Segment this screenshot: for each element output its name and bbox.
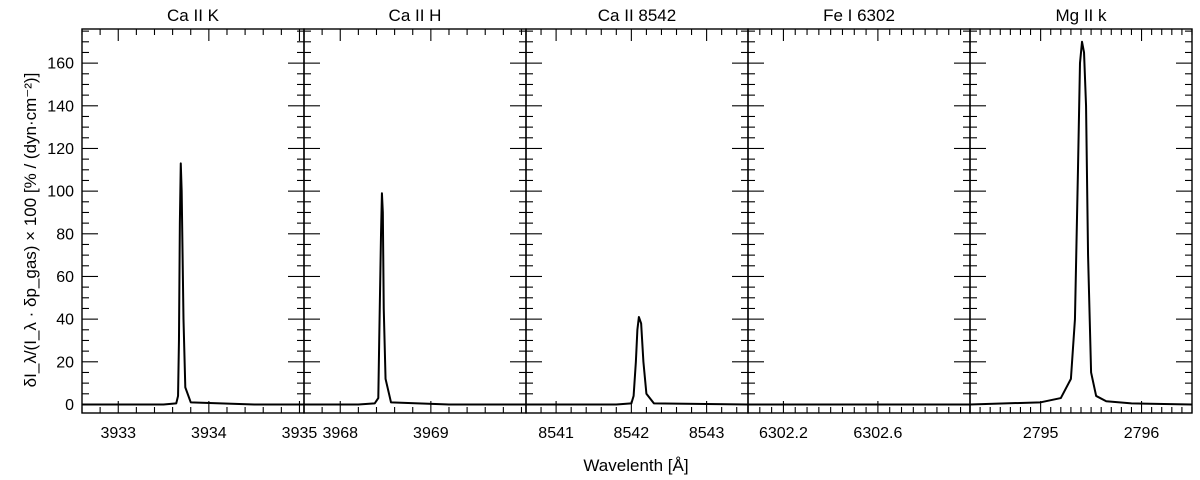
- x-tick-label: 8543: [689, 425, 725, 442]
- x-tick-label: 3934: [191, 425, 227, 442]
- y-tick-label: 20: [56, 354, 74, 371]
- series-line: [304, 192, 526, 406]
- panel-3: Fe I 6302 6302.2 6302.6: [747, 6, 971, 442]
- panel-4: Mg II k 2795 2796: [969, 6, 1193, 442]
- y-tick-label: 160: [47, 56, 74, 73]
- y-tick-label: 100: [47, 184, 74, 201]
- x-tick-label: 2796: [1124, 425, 1160, 442]
- y-tick-label: 40: [56, 312, 74, 329]
- x-tick-label: 8541: [538, 425, 574, 442]
- y-tick-label: 120: [47, 141, 74, 158]
- x-tick-label: 3933: [100, 425, 136, 442]
- x-tick-label: 6302.6: [853, 425, 902, 442]
- series-line: [82, 162, 304, 406]
- panel-frame: [81, 28, 305, 414]
- x-tick-label: 2795: [1023, 425, 1059, 442]
- x-axis-label: Wavelenth [Å]: [583, 456, 688, 475]
- panel-0: Ca II K 3933 3934 3935: [81, 6, 318, 442]
- panel-title: Ca II 8542: [598, 6, 676, 25]
- y-tick-label: 80: [56, 226, 74, 243]
- x-tick-label: 6302.2: [759, 425, 808, 442]
- panel-title: Mg II k: [1055, 6, 1107, 25]
- y-tick-label: 140: [47, 98, 74, 115]
- series-line: [526, 316, 748, 406]
- x-tick-label: 3935: [282, 425, 318, 442]
- panel-title: Ca II H: [389, 6, 442, 25]
- y-axis-label: δI_λ/(I_λ · δp_gas) × 100 [% / (dyn·cm⁻²…: [21, 73, 40, 388]
- panel-frame: [969, 28, 1193, 414]
- y-axis-tick-labels: 0 20 40 60 80 100 120 140 160: [47, 56, 74, 414]
- panel-frame: [303, 28, 527, 414]
- panel-title: Fe I 6302: [823, 6, 895, 25]
- x-tick-label: 3969: [413, 425, 449, 442]
- y-tick-label: 0: [65, 397, 74, 414]
- panel-1: Ca II H 3968 3969: [303, 6, 527, 442]
- panel-frame: [747, 28, 971, 414]
- series-line: [970, 40, 1192, 406]
- panel-title: Ca II K: [167, 6, 220, 25]
- x-tick-label: 3968: [322, 425, 358, 442]
- panel-2: Ca II 8542 8541 8542 8543: [525, 6, 749, 442]
- y-tick-label: 60: [56, 269, 74, 286]
- x-tick-label: 8542: [614, 425, 650, 442]
